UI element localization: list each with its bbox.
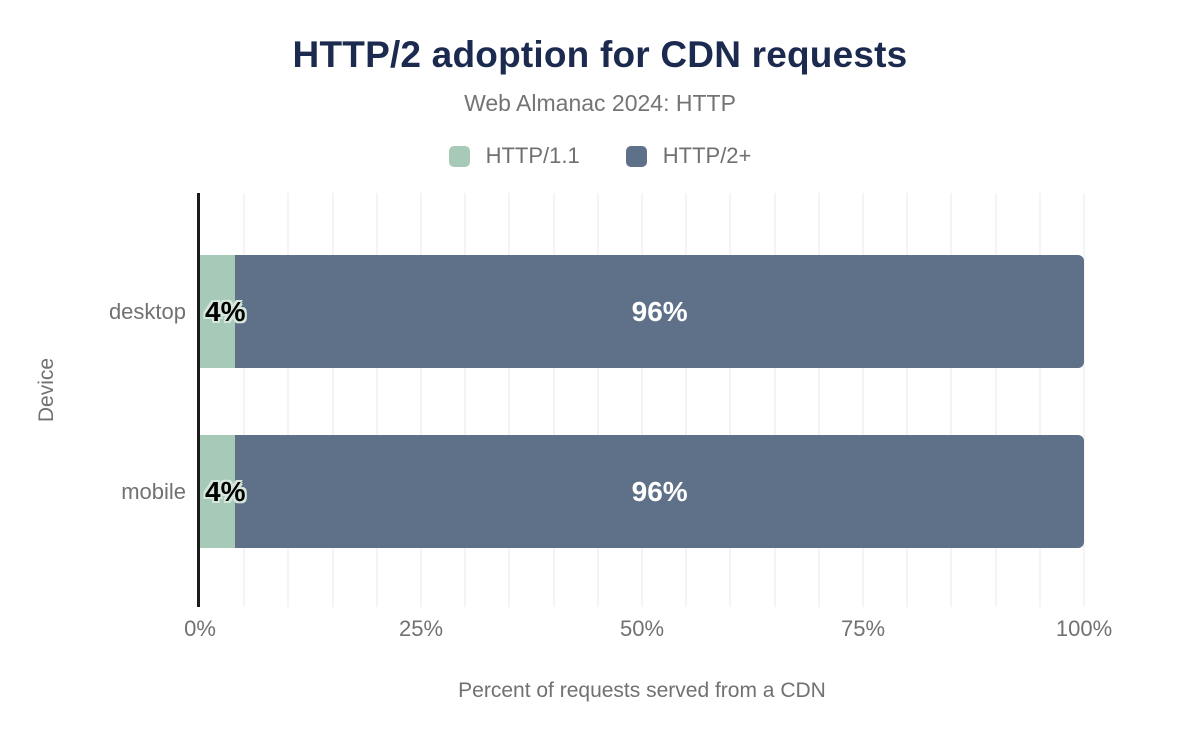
plot-area: 4% 96% 4% 96% (197, 193, 1085, 607)
x-tick-label-50: 50% (619, 616, 665, 641)
gridline (862, 193, 864, 607)
legend-label-http-1-1: HTTP/1.1 (485, 143, 580, 168)
gridline (508, 193, 511, 607)
bar-segment-desktop-http-2 (235, 255, 1084, 368)
chart-title: HTTP/2 adoption for CDN requests (292, 34, 908, 75)
gridline (596, 193, 599, 607)
x-axis-title: Percent of requests served from a CDN (458, 679, 826, 702)
bar-segment-mobile-http-1-1 (200, 435, 236, 548)
gridline (331, 193, 334, 607)
gridline (552, 193, 555, 607)
y-axis-title: Device (35, 357, 58, 423)
legend-item-http-1-1[interactable]: HTTP/1.1 (448, 143, 580, 169)
y-axis-line (197, 193, 200, 607)
gridline (420, 193, 422, 607)
x-tick-label-100: 100% (1055, 616, 1113, 641)
legend-swatch-http-1-1 (448, 145, 470, 167)
gridline (773, 193, 776, 607)
gridline (950, 193, 953, 607)
bar-segment-desktop-http-1-1 (200, 255, 236, 368)
category-label-desktop: desktop (108, 298, 186, 324)
bar-row-mobile: 4% 96% (200, 435, 1084, 548)
gridline (641, 193, 643, 607)
gridline (287, 193, 290, 607)
category-label-mobile: mobile (121, 478, 186, 504)
gridline (906, 193, 909, 607)
gridline (685, 193, 688, 607)
x-tick-label-75: 75% (840, 616, 886, 641)
legend-swatch-http-2 (625, 145, 647, 167)
gridline (1038, 193, 1041, 607)
gridline (1083, 193, 1085, 607)
gridline (375, 193, 378, 607)
gridline (994, 193, 997, 607)
gridline (817, 193, 820, 607)
x-tick-label-0: 0% (184, 616, 216, 641)
chart-subtitle: Web Almanac 2024: HTTP (464, 90, 736, 116)
gridline (729, 193, 732, 607)
bar-value-label-mobile-http-2: 96% (631, 475, 688, 507)
legend-item-http-2[interactable]: HTTP/2+ (625, 143, 752, 169)
bar-value-label-desktop-http-1-1: 4% (205, 295, 246, 327)
gridline (464, 193, 467, 607)
gridline (243, 193, 246, 607)
legend: HTTP/1.1 HTTP/2+ (0, 143, 1200, 169)
legend-label-http-2: HTTP/2+ (662, 143, 752, 168)
x-tick-label-25: 25% (398, 616, 444, 641)
bar-value-label-desktop-http-2: 96% (631, 295, 688, 327)
bar-row-desktop: 4% 96% (200, 255, 1084, 368)
bar-segment-mobile-http-2 (235, 435, 1084, 548)
bar-value-label-mobile-http-1-1: 4% (205, 475, 246, 507)
